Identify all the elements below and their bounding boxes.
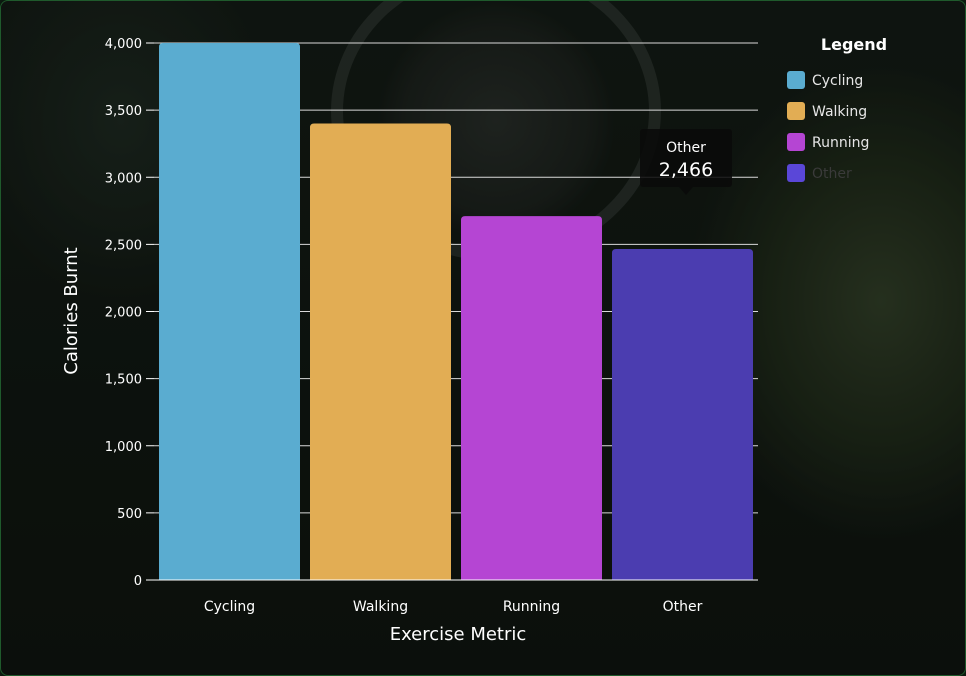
x-tick-label: Walking (353, 599, 408, 615)
legend-label: Other (812, 166, 852, 182)
tooltip-box (640, 129, 732, 195)
bar-walking[interactable] (310, 123, 451, 581)
legend-label: Running (812, 135, 869, 151)
legend-label: Cycling (812, 73, 863, 89)
x-tick-label: Cycling (204, 599, 255, 615)
legend-item-other[interactable]: Other (787, 164, 852, 182)
x-axis-title: Exercise Metric (390, 624, 527, 645)
x-tick-label: Running (503, 599, 560, 615)
bar-running[interactable] (461, 216, 602, 580)
legend-swatch (787, 102, 805, 120)
bar-cycling[interactable] (159, 43, 300, 580)
y-tick-label: 500 (117, 507, 142, 522)
y-tick-label: 0 (134, 574, 142, 589)
y-axis-title: Calories Burnt (61, 247, 82, 375)
legend-item-cycling[interactable]: Cycling (787, 71, 863, 89)
tooltip-value: 2,466 (659, 159, 713, 181)
legend-label: Walking (812, 104, 867, 120)
legend-item-walking[interactable]: Walking (787, 102, 867, 120)
tooltip: Other 2,466 (640, 129, 732, 195)
y-tick-label: 3,500 (105, 104, 142, 119)
legend-swatch (787, 71, 805, 89)
bars (159, 43, 753, 581)
tooltip-category: Other (666, 140, 706, 156)
y-tick-label: 2,500 (105, 238, 142, 253)
legend-item-running[interactable]: Running (787, 133, 869, 151)
legend-title: Legend (821, 35, 887, 54)
y-tick-label: 2,000 (105, 306, 142, 321)
y-tick-label: 1,000 (105, 440, 142, 455)
y-tick-label: 1,500 (105, 373, 142, 388)
y-tick-label: 3,000 (105, 171, 142, 186)
bar-other[interactable] (612, 248, 753, 580)
legend-swatch (787, 164, 805, 182)
y-axis-ticks: 0 500 1,000 1,500 2,000 2,500 3,000 3,500 4,000 (105, 37, 154, 589)
x-axis-categories: Cycling Walking Running Other (204, 599, 703, 615)
legend-swatch (787, 133, 805, 151)
x-tick-label: Other (663, 599, 703, 615)
legend: Legend Cycling Walking Running Other (787, 35, 887, 182)
y-tick-label: 4,000 (105, 37, 142, 52)
